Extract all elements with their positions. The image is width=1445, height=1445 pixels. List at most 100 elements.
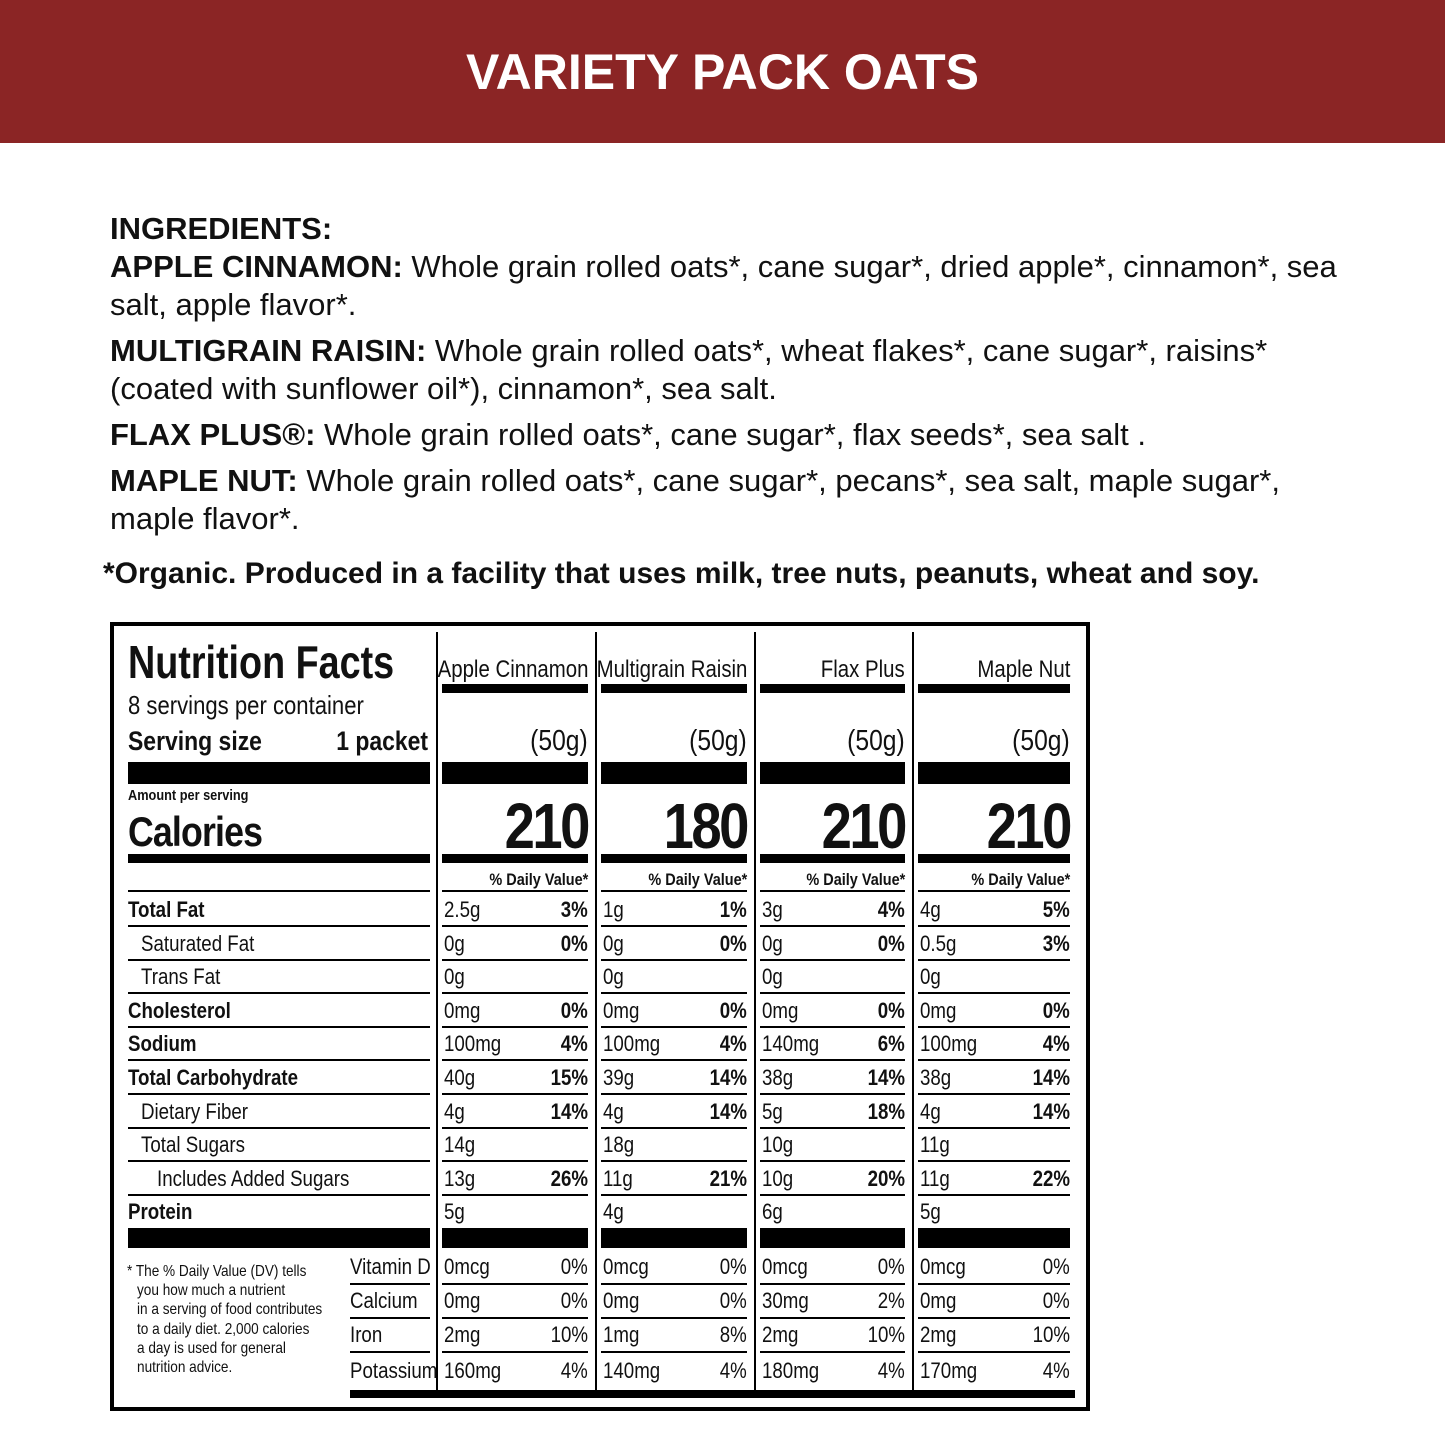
thin-rule [601, 1059, 747, 1062]
nutrient-dv: 0% [560, 997, 588, 1023]
nutrient-amount: 4g [444, 1098, 465, 1124]
vitamin-dv: 0% [1042, 1288, 1070, 1313]
nutrient-dv: 22% [1032, 1165, 1070, 1191]
serving-weight: (50g) [689, 724, 747, 757]
serving-weight: (50g) [847, 724, 905, 757]
vitamin-dv: 10% [550, 1322, 588, 1347]
nutrient-amount: 3g [762, 897, 783, 922]
nutrient-dv: 14% [867, 1065, 905, 1090]
vitamin-amount: 0mcg [920, 1254, 966, 1279]
ingredients-heading: INGREDIENTS: [110, 211, 333, 246]
column-divider [436, 632, 438, 1395]
ingredients: INGREDIENTS: APPLE CINNAMON: Whole grain… [110, 210, 1350, 546]
thin-rule [601, 890, 747, 892]
nutrient-amount: 13g [444, 1165, 476, 1191]
nutrient-dv: 26% [550, 1165, 588, 1191]
thin-rule [918, 1126, 1070, 1129]
nutrient-amount: 0g [603, 964, 624, 990]
calories-value: 210 [986, 790, 1073, 862]
vitamin-dv: 0% [719, 1288, 747, 1313]
thin-rule [350, 1317, 430, 1319]
nutrient-dv: 14% [1032, 1065, 1070, 1090]
nutrient-amount: 4g [920, 1098, 941, 1124]
nutrient-dv: 0% [877, 997, 905, 1023]
nutrient-amount: 100mg [920, 1031, 978, 1057]
dv-heading: % Daily Value* [806, 869, 905, 889]
thin-rule [601, 1317, 747, 1319]
vitamin-amount: 0mg [603, 1288, 640, 1313]
vitamin-amount: 160mg [444, 1358, 502, 1383]
thin-rule [918, 1160, 1070, 1163]
nutrient-amount: 11g [920, 1132, 950, 1158]
thin-rule [601, 1093, 747, 1095]
column-divider [754, 632, 756, 1395]
nutrient-amount: 10g [762, 1165, 794, 1191]
vitamin-amount: 0mcg [444, 1254, 490, 1279]
ingredient-name: APPLE CINNAMON: [110, 249, 403, 284]
thin-rule [442, 1025, 588, 1028]
vitamin-amount: 0mcg [603, 1254, 649, 1279]
product-name: Apple Cinnamon [437, 656, 588, 683]
servings: 8 servings per container [128, 690, 364, 720]
dv-heading: % Daily Value* [648, 869, 747, 889]
nutrient-amount: 6g [762, 1199, 783, 1225]
ingredient-text: Whole grain rolled oats*, cane sugar*, d… [110, 249, 1337, 322]
thin-rule [760, 992, 905, 995]
nutrient-amount: 14g [444, 1132, 476, 1158]
nutrient-dv: 5% [1042, 897, 1070, 922]
calories-value: 210 [821, 790, 908, 862]
vitamin-label: Iron [350, 1322, 383, 1347]
vitamin-dv: 4% [719, 1358, 747, 1383]
thin-rule [601, 1351, 747, 1353]
nutrient-amount: 4g [603, 1098, 624, 1124]
nutrient-dv: 4% [877, 897, 905, 922]
nutrient-amount: 0g [762, 930, 783, 956]
nutrient-amount: 2.5g [444, 897, 481, 922]
nutrient-amount: 4g [603, 1199, 624, 1225]
header-title: VARIETY PACK OATS [465, 44, 979, 100]
thin-rule [442, 925, 588, 927]
nutrient-label: Saturated Fat [141, 930, 255, 956]
nutrient-amount: 0g [444, 930, 465, 956]
vitamin-amount: 170mg [920, 1358, 978, 1383]
thin-rule [601, 1126, 747, 1129]
nutrient-amount: 0mg [762, 997, 799, 1023]
nutrient-amount: 10g [762, 1132, 794, 1158]
vitamin-dv: 10% [1032, 1322, 1070, 1347]
vitamin-amount: 2mg [762, 1322, 799, 1347]
nutrient-amount: 0.5g [920, 930, 957, 956]
nutrient-dv: 4% [1042, 1031, 1070, 1057]
header: VARIETY PACK OATS [0, 0, 1445, 143]
nutrient-label: Sodium [128, 1031, 197, 1057]
nutrient-amount: 40g [444, 1065, 476, 1090]
column-divider [912, 632, 914, 1395]
nutrient-amount: 0g [762, 964, 783, 990]
thin-rule [350, 1351, 430, 1353]
thin-rule [601, 1160, 747, 1163]
thin-rule [442, 1317, 588, 1319]
nutrient-dv: 20% [867, 1165, 905, 1191]
thin-rule [760, 1160, 905, 1163]
thick-rule [128, 762, 430, 784]
amount-per-serving: Amount per serving [128, 786, 249, 804]
thin-rule [442, 1351, 588, 1353]
thin-rule [918, 1351, 1070, 1353]
nutrient-amount: 1g [603, 897, 624, 922]
thin-rule [128, 890, 430, 892]
thin-rule [918, 1317, 1070, 1319]
thin-rule [760, 958, 905, 961]
vitamin-amount: 2mg [444, 1322, 481, 1347]
thin-rule [760, 1025, 905, 1028]
thin-rule [601, 1283, 747, 1285]
nutrient-dv: 3% [1042, 930, 1070, 956]
nutrient-dv: 21% [709, 1165, 747, 1191]
nutrient-amount: 0mg [444, 997, 481, 1023]
ingredient-text: Whole grain rolled oats*, cane sugar*, f… [324, 417, 1146, 452]
thin-rule [918, 1059, 1070, 1062]
thin-rule [760, 1093, 905, 1095]
calories-value: 180 [663, 790, 750, 862]
thin-rule [128, 1160, 430, 1163]
medium-rule [918, 854, 1070, 863]
thin-rule [442, 958, 588, 961]
nutrient-dv: 14% [550, 1098, 588, 1124]
